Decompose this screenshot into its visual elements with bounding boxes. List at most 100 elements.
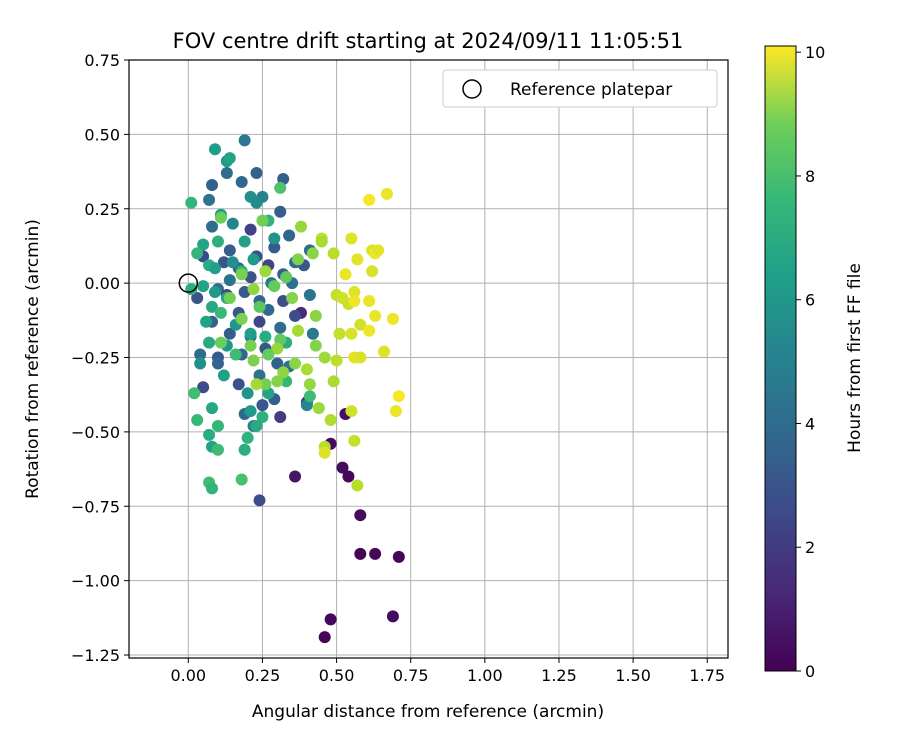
scatter-point (214, 336, 227, 349)
scatter-point (318, 351, 331, 364)
scatter-point (229, 348, 242, 361)
scatter-point (289, 309, 302, 322)
scatter-point (289, 357, 302, 370)
scatter-point (324, 413, 337, 426)
scatter-point (380, 187, 393, 200)
legend-label: Reference platepar (510, 80, 672, 100)
scatter-point (197, 280, 210, 293)
y-axis-label: Rotation from reference (arcmin) (23, 219, 43, 499)
scatter-point (312, 402, 325, 415)
scatter-point (280, 271, 293, 284)
scatter-point (214, 306, 227, 319)
scatter-point (256, 411, 269, 424)
scatter-point (274, 181, 287, 194)
scatter-point (247, 253, 260, 266)
scatter-point (372, 244, 385, 257)
scatter-point (271, 342, 284, 355)
scatter-point (363, 294, 376, 307)
scatter-point (203, 193, 216, 206)
scatter-point (241, 387, 254, 400)
y-tick-label: 0.25 (84, 200, 120, 219)
scatter-point (250, 378, 263, 391)
x-tick-label: 1.25 (541, 666, 577, 685)
scatter-point (389, 405, 402, 418)
colorbar-tick-label: 4 (805, 414, 815, 433)
scatter-point (185, 196, 198, 209)
data-points (185, 134, 405, 644)
scatter-point (197, 381, 210, 394)
scatter-point (306, 247, 319, 260)
scatter-point (327, 247, 340, 260)
y-axis: 0.75 0.50 0.25 0.00 −0.25 −0.50 −0.75 −1.00 −1.2… (71, 51, 129, 665)
scatter-point (191, 413, 204, 426)
scatter-point (259, 378, 272, 391)
scatter-point (247, 354, 260, 367)
y-tick-label: 0.50 (84, 125, 120, 144)
scatter-point (223, 244, 236, 257)
scatter-point (241, 431, 254, 444)
scatter-point (294, 220, 307, 233)
scatter-point (250, 167, 263, 180)
scatter-point (238, 235, 251, 248)
colorbar-label: Hours from first FF file (845, 263, 865, 453)
legend-box (442, 69, 718, 108)
scatter-point (208, 262, 221, 275)
y-tick-label: −1.00 (71, 572, 120, 591)
scatter-point (324, 613, 337, 626)
scatter-point (339, 268, 352, 281)
scatter-point (217, 256, 230, 269)
scatter-point (342, 470, 355, 483)
scatter-point (253, 494, 266, 507)
scatter-point (327, 375, 340, 388)
scatter-point (256, 214, 269, 227)
y-tick-label: −0.75 (71, 497, 120, 516)
scatter-point (238, 443, 251, 456)
y-tick-label: −0.50 (71, 423, 120, 442)
scatter-point (244, 405, 257, 418)
scatter-point (211, 235, 224, 248)
scatter-point (235, 268, 248, 281)
x-tick-label: 0.25 (245, 666, 281, 685)
scatter-point (348, 434, 361, 447)
colorbar-gradient (764, 45, 797, 672)
colorbar-tick-label: 6 (805, 291, 815, 310)
scatter-point (250, 419, 263, 432)
x-tick-label: 0.50 (319, 666, 355, 685)
scatter-point (262, 348, 275, 361)
scatter-point (191, 247, 204, 260)
scatter-point (309, 309, 322, 322)
scatter-point (223, 327, 236, 340)
scatter-point (235, 175, 248, 188)
colorbar-tick-label: 0 (805, 662, 815, 681)
scatter-point (235, 473, 248, 486)
scatter-point (392, 550, 405, 563)
x-tick-label: 1.00 (467, 666, 503, 685)
scatter-point (250, 196, 263, 209)
scatter-point (203, 428, 216, 441)
scatter-point (211, 357, 224, 370)
scatter-point (206, 220, 219, 233)
scatter-point (351, 479, 364, 492)
scatter-point (283, 229, 296, 242)
scatter-point (292, 324, 305, 337)
scatter-point (211, 443, 224, 456)
scatter-point (386, 610, 399, 623)
scatter-point (268, 232, 281, 245)
scatter-point (369, 547, 382, 560)
scatter-point (386, 312, 399, 325)
scatter-point (345, 405, 358, 418)
scatter-point (271, 375, 284, 388)
scatter-point (366, 265, 379, 278)
colorbar: 0 2 4 6 8 10 Hours from first FF file (764, 43, 865, 681)
reference-platepar-marker (178, 273, 199, 293)
x-tick-label: 0.00 (170, 666, 206, 685)
scatter-point (354, 509, 367, 522)
scatter-point (217, 369, 230, 382)
chart-title: FOV centre drift starting at 2024/09/11 … (173, 29, 684, 53)
scatter-point (188, 387, 201, 400)
scatter-point (363, 324, 376, 337)
scatter-point (220, 167, 233, 180)
scatter-point (259, 330, 272, 343)
scatter-point (345, 327, 358, 340)
colorbar-ticks: 0 2 4 6 8 10 (796, 43, 825, 681)
